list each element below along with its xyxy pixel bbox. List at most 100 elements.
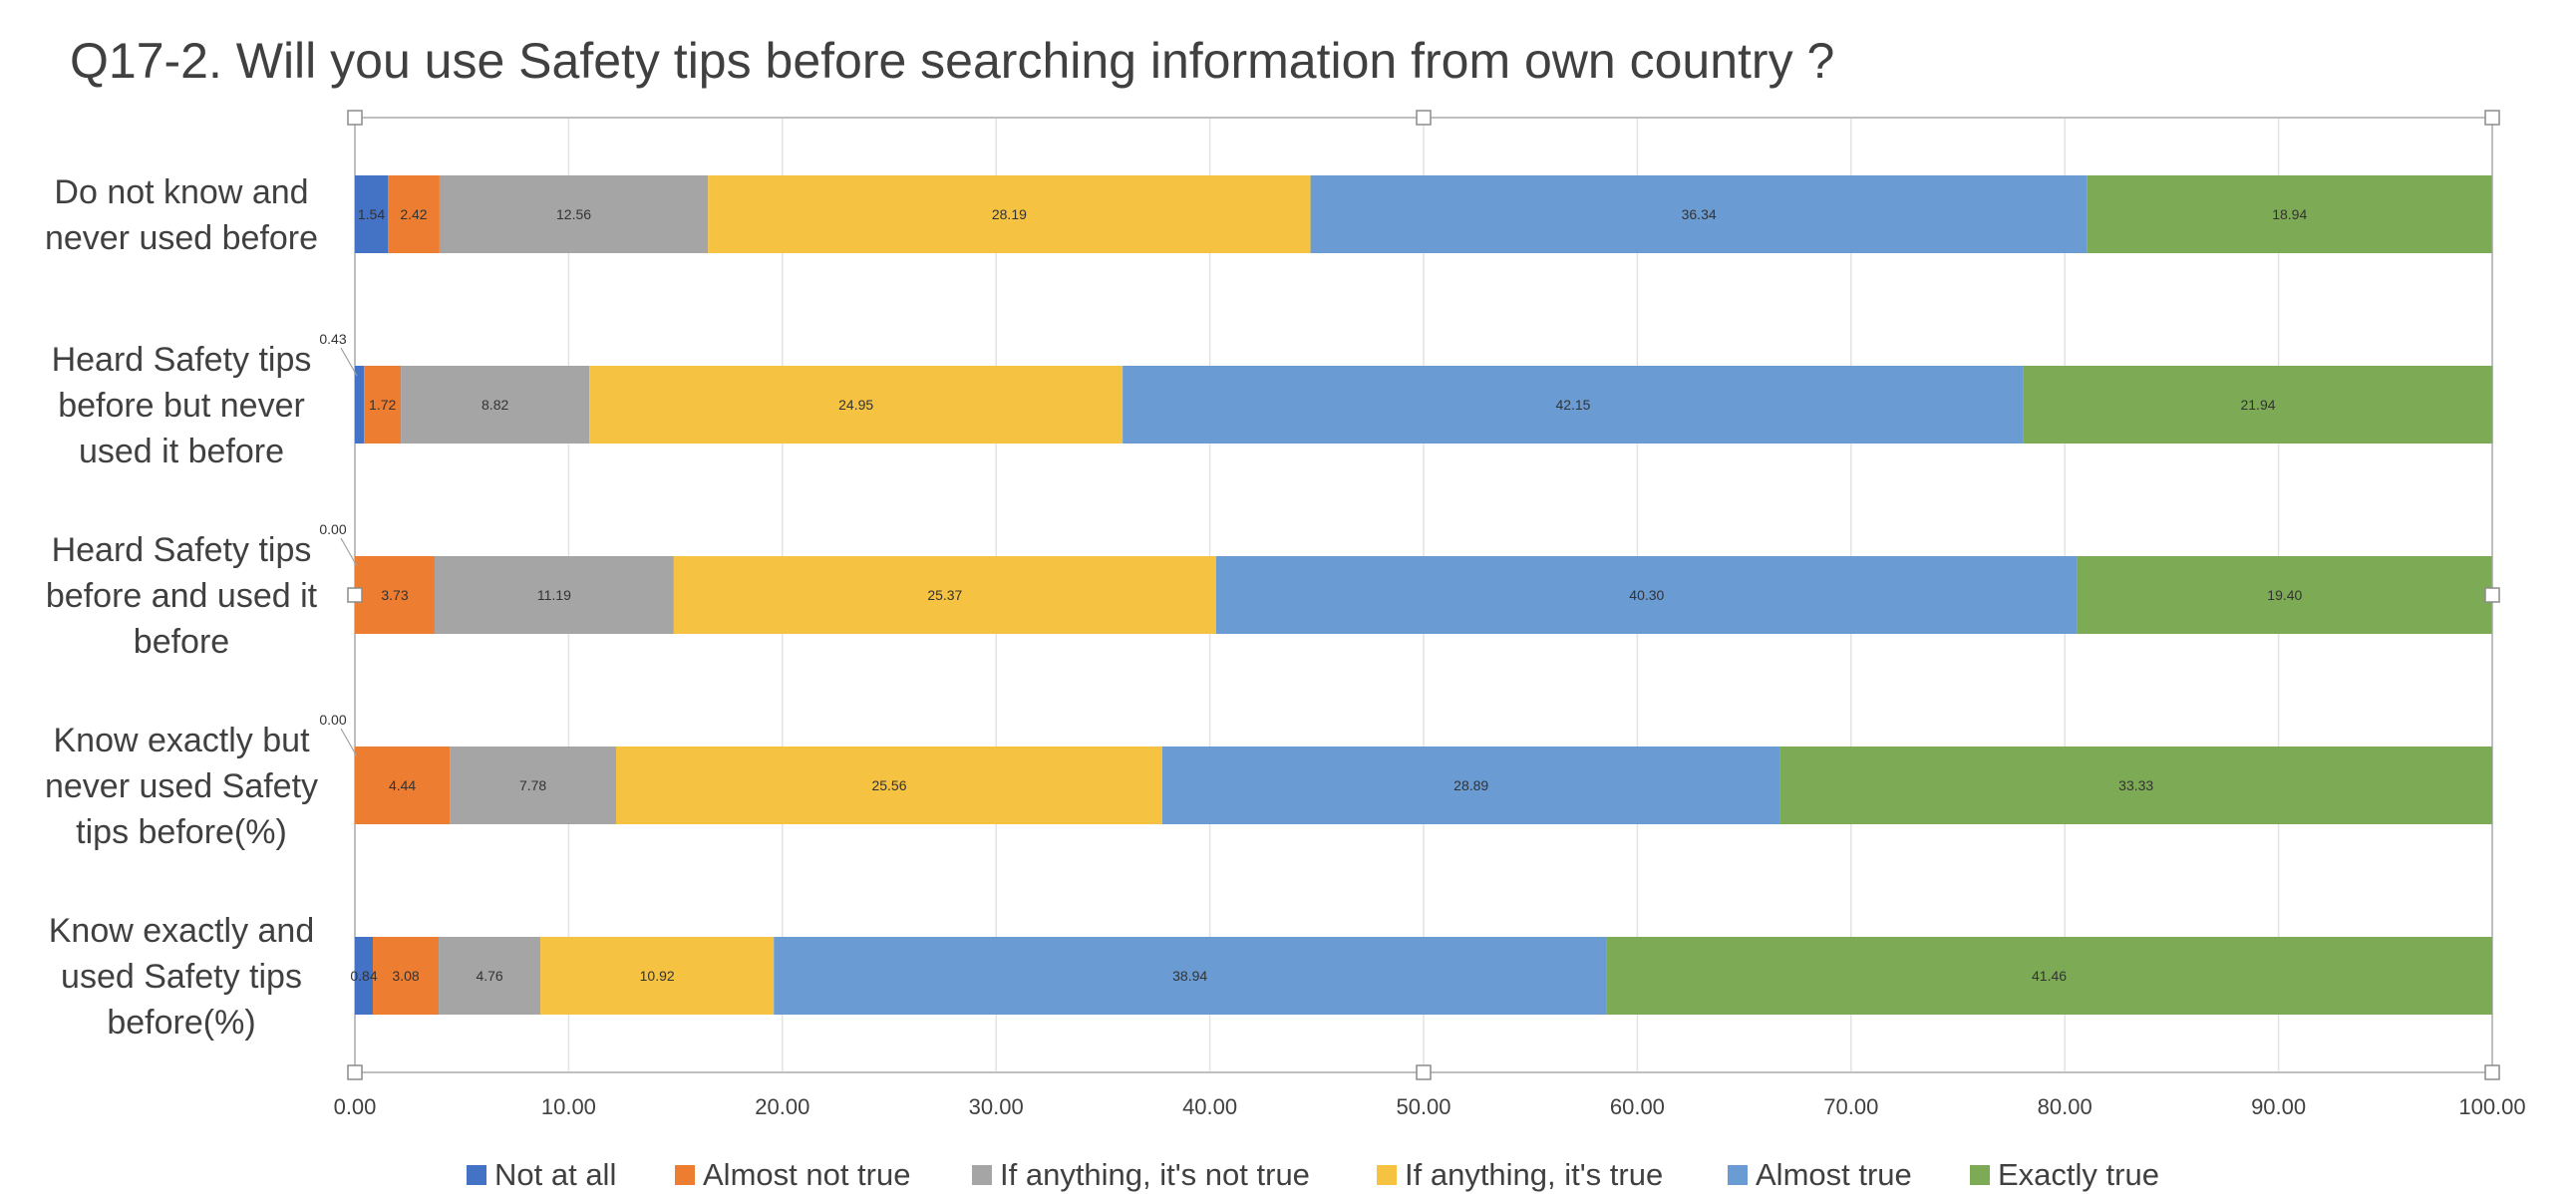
data-label: 7.78 [519, 777, 546, 793]
bar-segment[interactable] [1779, 746, 2492, 824]
legend-swatch [1377, 1165, 1397, 1185]
leader-line [340, 537, 358, 567]
resize-handle[interactable] [2484, 1064, 2500, 1080]
category-label-line: Heard Safety tips [52, 341, 312, 379]
legend-swatch [675, 1165, 695, 1185]
data-label: 25.37 [927, 587, 962, 603]
data-label: 41.46 [2032, 968, 2067, 984]
bar-segment[interactable] [373, 937, 440, 1015]
data-label: 28.19 [992, 206, 1027, 222]
bar-segment[interactable] [615, 746, 1163, 824]
data-label: 24.95 [838, 397, 873, 413]
category-label: Know exactly and used Safety tips before(%… [49, 912, 315, 1042]
leader-line [340, 728, 358, 757]
chart-title: Q17-2. Will you use Safety tips before s… [70, 33, 1835, 89]
category-label-line: used it before [79, 433, 284, 470]
legend-swatch [467, 1165, 486, 1185]
bar-segment[interactable] [673, 556, 1216, 634]
category-label-line: tips before(%) [76, 813, 287, 851]
data-label: 11.19 [537, 587, 571, 603]
data-label: 12.56 [556, 206, 591, 222]
resize-handle[interactable] [2484, 587, 2500, 603]
category-label-line: never used before [45, 219, 318, 257]
category-label-line: before(%) [107, 1004, 255, 1042]
bar-segment[interactable] [434, 556, 674, 634]
resize-handle[interactable] [1416, 1064, 1432, 1080]
category-label-line: before but never [58, 387, 305, 425]
bar-segment[interactable] [439, 937, 541, 1015]
data-label: 0.84 [350, 968, 377, 984]
bar-segment[interactable] [2023, 366, 2493, 444]
bar-segment[interactable] [355, 937, 374, 1015]
category-label-line: Know exactly and [49, 912, 315, 950]
x-tick-label: 80.00 [2038, 1094, 2093, 1119]
legend-label: If anything, it's true [1405, 1157, 1663, 1192]
data-label: 38.94 [1172, 968, 1207, 984]
bar-segment[interactable] [355, 556, 435, 634]
category-label: Do not know and never used before [45, 173, 318, 257]
legend-label: Exactly true [1998, 1157, 2159, 1192]
leader-line [340, 347, 358, 377]
data-label: 3.73 [381, 587, 408, 603]
resize-handle[interactable] [1416, 110, 1432, 126]
legend-label: If anything, it's not true [1000, 1157, 1310, 1192]
x-tick-label: 0.00 [334, 1094, 377, 1119]
data-label: 21.94 [2240, 397, 2275, 413]
data-label: 1.54 [358, 206, 385, 222]
bar-segment[interactable] [450, 746, 616, 824]
data-label: 4.44 [389, 777, 416, 793]
legend-label: Almost not true [703, 1157, 910, 1192]
bar-segment[interactable] [355, 175, 389, 253]
data-labels: 1.54 2.42 12.56 28.19 36.34 18.94 0.43 1.72 8.82… [319, 206, 2307, 984]
bar-segment[interactable] [401, 366, 590, 444]
data-label: 36.34 [1682, 206, 1717, 222]
category-label: Heard Safety tips before and used it befor… [46, 531, 318, 661]
category-label-line: before [134, 623, 229, 661]
bar-segment[interactable] [540, 937, 775, 1015]
data-label: 25.56 [871, 777, 906, 793]
data-label: 1.72 [369, 397, 396, 413]
bar-segment[interactable] [439, 175, 709, 253]
data-label: 0.00 [319, 712, 346, 728]
bar-segment[interactable] [1310, 175, 2088, 253]
data-label: 4.76 [476, 968, 502, 984]
bar-segment[interactable] [388, 175, 440, 253]
bar-segment[interactable] [355, 366, 365, 444]
data-label: 33.33 [2118, 777, 2153, 793]
resize-handle[interactable] [347, 110, 363, 126]
x-tick-label: 30.00 [969, 1094, 1024, 1119]
legend-swatch [1728, 1165, 1748, 1185]
x-tick-label: 100.00 [2458, 1094, 2525, 1119]
x-tick-label: 20.00 [755, 1094, 809, 1119]
bar-segment[interactable] [1123, 366, 2024, 444]
x-axis-ticks: 0.00 10.00 20.00 30.00 40.00 50.00 60.00 70.00 8… [334, 1094, 2526, 1119]
bar-segment[interactable] [355, 746, 451, 824]
bar-segment[interactable] [589, 366, 1124, 444]
legend-swatch [1970, 1165, 1990, 1185]
selection-handles[interactable] [347, 110, 2500, 1080]
bar-segment[interactable] [774, 937, 1607, 1015]
resize-handle[interactable] [2484, 110, 2500, 126]
category-label-line: Do not know and [54, 173, 308, 211]
bar-segment[interactable] [1162, 746, 1780, 824]
data-label: 0.43 [319, 331, 346, 347]
bar-segment[interactable] [2077, 556, 2492, 634]
legend-label: Almost true [1756, 1157, 1912, 1192]
bar-segment[interactable] [2087, 175, 2492, 253]
data-label: 18.94 [2272, 206, 2307, 222]
resize-handle[interactable] [347, 1064, 363, 1080]
bar-segment[interactable] [1606, 937, 2492, 1015]
category-label-line: before and used it [46, 577, 318, 615]
resize-handle[interactable] [347, 587, 363, 603]
category-label-line: never used Safety [45, 767, 318, 805]
category-label: Heard Safety tips before but never used it… [52, 341, 312, 470]
legend-label: Not at all [494, 1157, 616, 1192]
data-label: 10.92 [640, 968, 675, 984]
category-labels: Do not know and never used before Heard Sa… [45, 173, 318, 1042]
bar-segment[interactable] [364, 366, 402, 444]
bar-segment[interactable] [708, 175, 1311, 253]
data-label: 8.82 [482, 397, 508, 413]
category-label: Know exactly but never used Safety tips be… [45, 722, 318, 851]
bar-segment[interactable] [1215, 556, 2078, 634]
x-tick-label: 60.00 [1610, 1094, 1665, 1119]
